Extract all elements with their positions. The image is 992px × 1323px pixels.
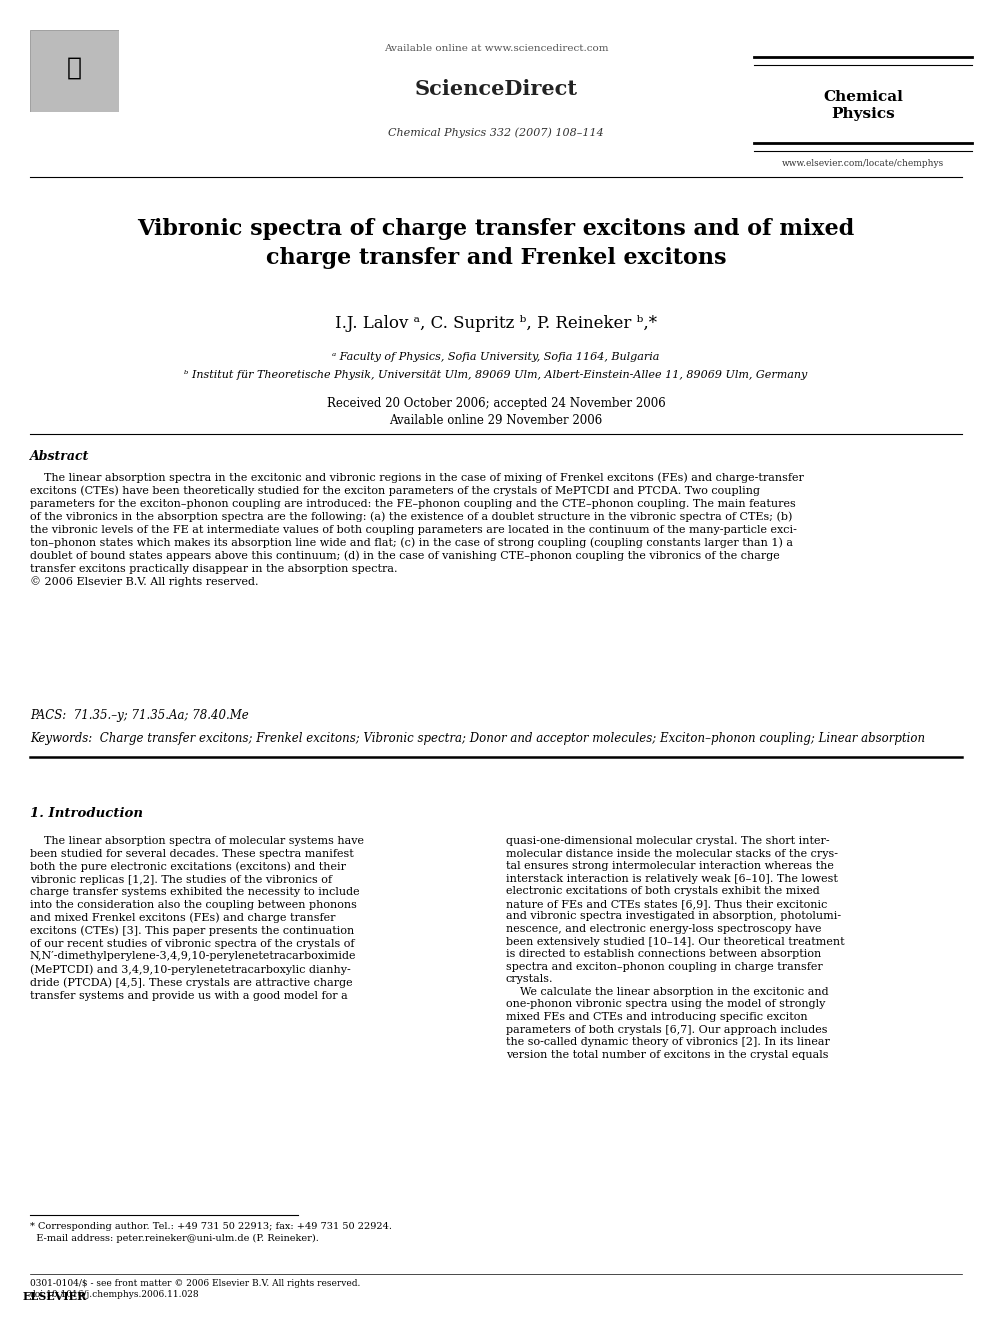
Text: Keywords:  Charge transfer excitons; Frenkel excitons; Vibronic spectra; Donor a: Keywords: Charge transfer excitons; Fren…: [30, 732, 925, 745]
Text: Abstract: Abstract: [30, 450, 89, 463]
Text: Chemical
Physics: Chemical Physics: [823, 90, 903, 122]
Text: Available online 29 November 2006: Available online 29 November 2006: [390, 414, 602, 427]
Text: Vibronic spectra of charge transfer excitons and of mixed
charge transfer and Fr: Vibronic spectra of charge transfer exci…: [137, 218, 855, 269]
Text: 🌳: 🌳: [66, 56, 82, 79]
Text: www.elsevier.com/locate/chemphys: www.elsevier.com/locate/chemphys: [782, 159, 944, 168]
Text: PACS:  71.35.–y; 71.35.Aa; 78.40.Me: PACS: 71.35.–y; 71.35.Aa; 78.40.Me: [30, 709, 249, 722]
Text: 0301-0104/$ - see front matter © 2006 Elsevier B.V. All rights reserved.
doi:10.: 0301-0104/$ - see front matter © 2006 El…: [30, 1279, 360, 1299]
Text: quasi-one-dimensional molecular crystal. The short inter-
molecular distance ins: quasi-one-dimensional molecular crystal.…: [506, 836, 844, 1060]
Text: * Corresponding author. Tel.: +49 731 50 22913; fax: +49 731 50 22924.
  E-mail : * Corresponding author. Tel.: +49 731 50…: [30, 1222, 392, 1242]
Text: Chemical Physics 332 (2007) 108–114: Chemical Physics 332 (2007) 108–114: [388, 127, 604, 138]
Text: ELSEVIER: ELSEVIER: [23, 1291, 86, 1302]
Text: ᵇ Institut für Theoretische Physik, Universität Ulm, 89069 Ulm, Albert-Einstein-: ᵇ Institut für Theoretische Physik, Univ…: [185, 370, 807, 381]
Text: I.J. Lalov ᵃ, C. Supritz ᵇ, P. Reineker ᵇ,*: I.J. Lalov ᵃ, C. Supritz ᵇ, P. Reineker …: [335, 315, 657, 332]
Text: The linear absorption spectra in the excitonic and vibronic regions in the case : The linear absorption spectra in the exc…: [30, 472, 804, 587]
Text: ScienceDirect: ScienceDirect: [415, 79, 577, 99]
Text: Received 20 October 2006; accepted 24 November 2006: Received 20 October 2006; accepted 24 No…: [326, 397, 666, 410]
Text: ᵃ Faculty of Physics, Sofia University, Sofia 1164, Bulgaria: ᵃ Faculty of Physics, Sofia University, …: [332, 352, 660, 363]
Text: 1. Introduction: 1. Introduction: [30, 807, 143, 820]
Text: The linear absorption spectra of molecular systems have
been studied for several: The linear absorption spectra of molecul…: [30, 836, 364, 1000]
Text: Available online at www.sciencedirect.com: Available online at www.sciencedirect.co…: [384, 44, 608, 53]
